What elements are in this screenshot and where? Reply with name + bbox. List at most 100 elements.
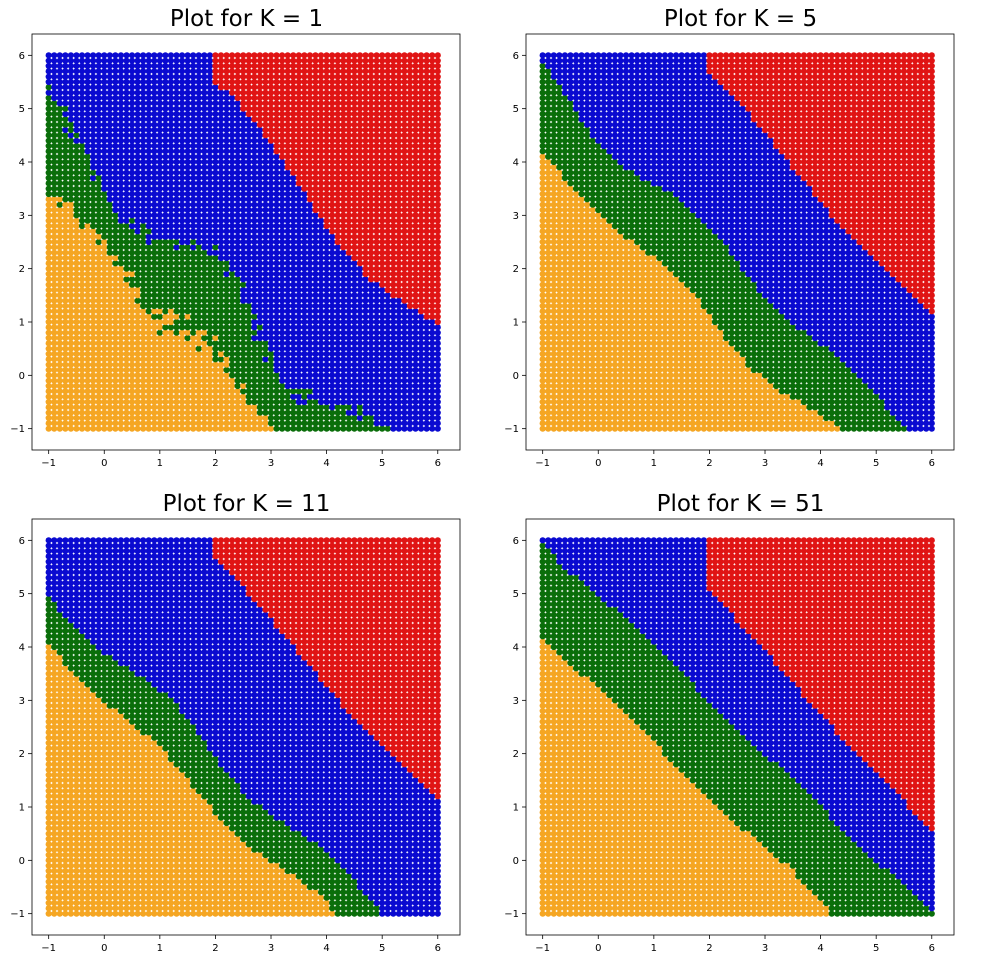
data-point xyxy=(351,409,358,416)
data-point xyxy=(384,302,391,310)
data-point xyxy=(295,398,302,406)
data-point xyxy=(128,398,136,406)
data-point xyxy=(323,190,330,198)
data-point xyxy=(45,73,52,80)
data-point xyxy=(128,169,136,176)
data-point xyxy=(234,409,241,416)
data-point xyxy=(262,249,269,256)
data-point xyxy=(312,276,319,283)
data-point xyxy=(145,228,152,235)
data-point xyxy=(167,292,175,299)
data-point xyxy=(217,201,225,208)
data-point xyxy=(167,308,175,315)
data-point xyxy=(178,228,186,235)
data-point xyxy=(101,121,108,128)
data-point xyxy=(51,57,58,64)
data-point xyxy=(178,238,186,246)
data-point xyxy=(178,318,186,326)
data-point xyxy=(123,164,130,171)
data-point xyxy=(156,62,163,70)
data-point xyxy=(390,164,397,171)
data-point xyxy=(390,281,397,288)
data-point xyxy=(128,276,136,283)
data-point xyxy=(101,334,108,342)
data-point xyxy=(373,233,380,240)
data-point xyxy=(279,190,286,198)
data-point xyxy=(134,116,141,123)
data-point xyxy=(123,404,130,411)
data-point xyxy=(417,94,425,102)
data-point xyxy=(262,244,269,251)
data-point xyxy=(195,345,202,352)
data-point xyxy=(284,404,291,411)
data-point xyxy=(240,345,247,352)
data-point xyxy=(301,68,308,75)
data-point xyxy=(156,121,163,128)
data-point xyxy=(145,190,152,198)
data-point xyxy=(101,297,108,304)
data-point xyxy=(112,62,119,70)
data-point xyxy=(412,350,419,358)
data-point xyxy=(223,238,230,246)
data-point xyxy=(212,148,219,155)
data-point xyxy=(106,180,113,187)
data-point xyxy=(51,222,58,230)
data-point xyxy=(140,313,147,320)
data-point xyxy=(128,334,136,342)
data-point xyxy=(156,233,163,240)
data-point xyxy=(306,169,314,176)
data-point xyxy=(379,105,386,112)
data-point xyxy=(312,425,319,432)
data-point xyxy=(401,78,408,86)
data-point xyxy=(167,249,175,256)
data-point xyxy=(412,297,419,304)
data-point xyxy=(67,414,75,422)
data-point xyxy=(262,270,269,278)
data-point xyxy=(301,62,308,70)
data-point xyxy=(156,164,163,171)
data-point xyxy=(356,398,364,406)
data-point xyxy=(351,121,358,128)
data-point xyxy=(290,361,297,368)
data-point xyxy=(345,372,352,379)
data-point xyxy=(162,425,169,432)
data-point xyxy=(390,308,397,315)
data-point xyxy=(117,270,125,278)
data-point xyxy=(173,148,180,155)
data-point xyxy=(395,308,402,315)
data-point xyxy=(162,361,169,368)
data-point xyxy=(412,286,419,294)
data-point xyxy=(184,324,191,331)
data-point xyxy=(212,68,219,75)
data-point xyxy=(317,105,325,112)
data-point xyxy=(345,148,352,155)
data-point xyxy=(240,212,247,219)
data-point xyxy=(351,174,358,182)
data-point xyxy=(184,73,191,80)
data-point xyxy=(351,276,358,283)
data-point xyxy=(245,212,252,219)
data-point xyxy=(106,345,113,352)
data-point xyxy=(245,116,252,123)
data-point xyxy=(262,201,269,208)
data-point xyxy=(134,425,141,432)
data-point xyxy=(417,62,425,70)
data-point xyxy=(290,78,297,86)
data-point xyxy=(273,361,280,368)
data-point xyxy=(151,372,158,379)
data-point xyxy=(312,244,319,251)
data-point xyxy=(173,100,180,107)
data-point xyxy=(317,318,325,326)
data-point xyxy=(379,169,386,176)
data-point xyxy=(390,169,397,176)
data-point xyxy=(173,121,180,128)
data-point xyxy=(295,233,302,240)
data-point xyxy=(45,126,52,134)
data-point xyxy=(406,249,414,256)
data-point xyxy=(234,68,241,75)
data-point xyxy=(201,57,208,64)
data-point xyxy=(262,281,269,288)
data-point xyxy=(290,345,297,352)
data-point xyxy=(290,366,297,374)
data-point xyxy=(67,276,75,283)
